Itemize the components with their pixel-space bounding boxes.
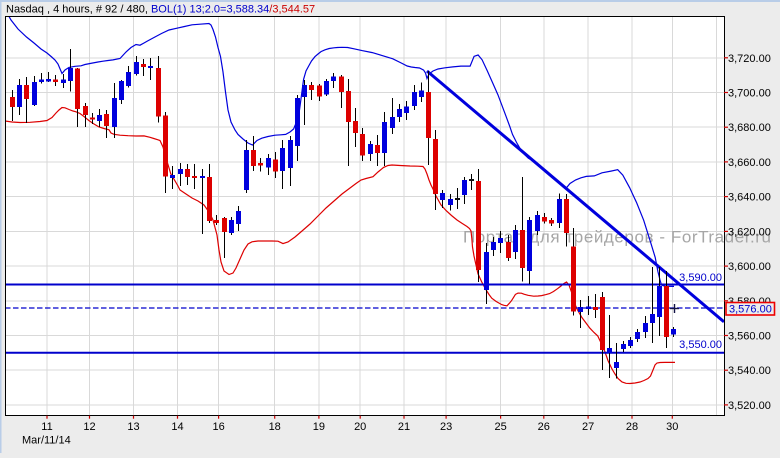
svg-text:25: 25 (494, 421, 506, 433)
svg-text:12: 12 (83, 421, 95, 433)
svg-text:14: 14 (171, 421, 183, 433)
svg-text:3,560.00: 3,560.00 (728, 331, 771, 343)
svg-text:30: 30 (666, 421, 678, 433)
svg-text:13: 13 (127, 421, 139, 433)
svg-text:3,520.00: 3,520.00 (728, 400, 771, 412)
svg-text:27: 27 (582, 421, 594, 433)
svg-text:3,700.00: 3,700.00 (728, 88, 771, 100)
svg-text:Mar/11/14: Mar/11/14 (22, 435, 71, 447)
svg-text:3,590.00: 3,590.00 (679, 272, 722, 284)
svg-text:19: 19 (313, 421, 325, 433)
svg-text:3,540.00: 3,540.00 (728, 365, 771, 377)
svg-text:3,680.00: 3,680.00 (728, 122, 771, 134)
svg-text:28: 28 (626, 421, 638, 433)
svg-text:18: 18 (269, 421, 281, 433)
svg-text:26: 26 (538, 421, 550, 433)
svg-text:Nasdaq , 4 hours, # 92 / 480,: Nasdaq , 4 hours, # 92 / 480, BOL(1) 13;… (6, 4, 315, 16)
svg-text:21: 21 (398, 421, 410, 433)
svg-text:3,620.00: 3,620.00 (728, 226, 771, 238)
svg-text:3,660.00: 3,660.00 (728, 157, 771, 169)
svg-text:20: 20 (354, 421, 366, 433)
svg-text:3,550.00: 3,550.00 (679, 339, 722, 351)
svg-text:16: 16 (212, 421, 224, 433)
svg-text:Портал для трейдеров - ForTrad: Портал для трейдеров - ForTrader.ru (463, 228, 771, 247)
svg-text:3,720.00: 3,720.00 (728, 53, 771, 65)
svg-text:3,600.00: 3,600.00 (728, 261, 771, 273)
svg-text:3,576.00: 3,576.00 (729, 304, 772, 316)
svg-text:23: 23 (440, 421, 452, 433)
svg-text:3,640.00: 3,640.00 (728, 192, 771, 204)
svg-text:11: 11 (41, 421, 52, 433)
